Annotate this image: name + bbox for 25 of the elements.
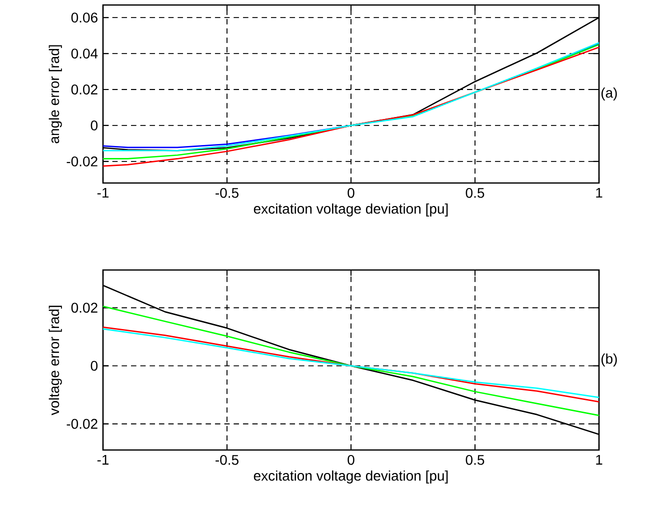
x-tick-label: 1: [596, 454, 602, 465]
x-tick-label: -0.5: [216, 454, 238, 465]
x-tick-label: -0.5: [216, 188, 238, 198]
text: (a): [601, 87, 617, 101]
y-tick-label: -0.02: [66, 418, 98, 429]
y-tick-label: -0.02: [66, 156, 98, 166]
x-tick-label: 0.5: [466, 454, 484, 465]
x-tick-label: 0: [348, 188, 354, 198]
y-tick-label: 0.02: [71, 84, 98, 94]
x-axis-title: excitation voltage deviation [pu]: [254, 203, 448, 216]
x-tick-label: 0: [348, 454, 354, 465]
x-tick-label: 1: [596, 188, 602, 198]
y-tick-label: 0: [90, 360, 98, 371]
y-tick-label: 0.02: [71, 302, 98, 313]
text: (b): [601, 353, 617, 367]
y-tick-label: 0: [90, 120, 98, 130]
y-axis-title: angle error [rad]: [48, 45, 62, 144]
x-tick-label: -1: [97, 188, 109, 198]
x-axis-title: excitation voltage deviation [pu]: [254, 470, 448, 484]
y-axis-title: voltage error [rad]: [48, 306, 62, 416]
x-tick-label: 0.5: [466, 188, 484, 198]
y-tick-label: 0.04: [71, 48, 98, 59]
y-tick-label: 0.06: [71, 12, 98, 23]
x-tick-label: -1: [97, 454, 109, 465]
line-series: [102, 306, 600, 416]
